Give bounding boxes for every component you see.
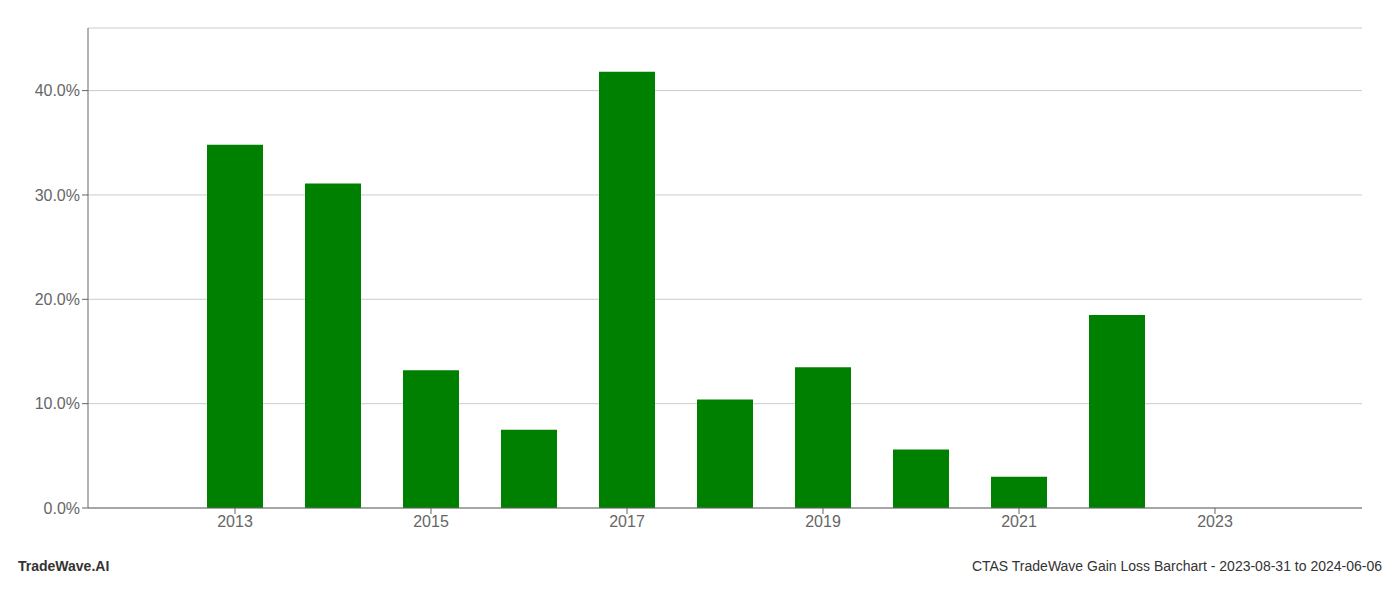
svg-text:40.0%: 40.0% [35,82,80,99]
svg-text:20.0%: 20.0% [35,291,80,308]
svg-text:2023: 2023 [1197,513,1233,530]
svg-text:0.0%: 0.0% [44,500,80,517]
svg-text:2013: 2013 [217,513,253,530]
html-text:TradeWave.AI: TradeWave.AI [18,558,110,574]
svg-text:2015: 2015 [413,513,449,530]
svg-text:2019: 2019 [805,513,841,530]
svg-text:30.0%: 30.0% [35,187,80,204]
html-text:CTAS TradeWave Gain Loss Barch: CTAS TradeWave Gain Loss Barchart - 2023… [971,558,1382,574]
svg-text:2017: 2017 [609,513,645,530]
svg-text:10.0%: 10.0% [35,395,80,412]
svg-text:2021: 2021 [1001,513,1037,530]
